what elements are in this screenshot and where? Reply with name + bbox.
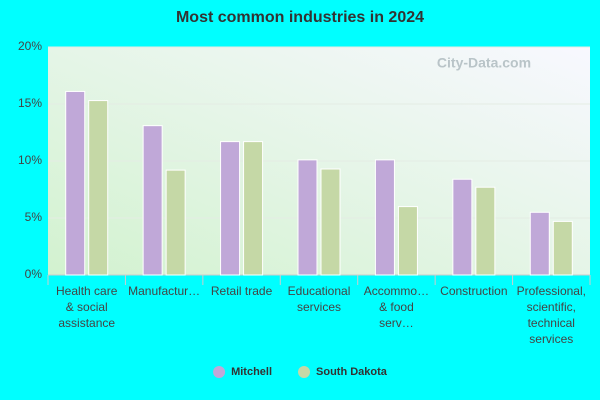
y-tick-label: 20% bbox=[18, 39, 42, 53]
label-line: & social bbox=[66, 300, 108, 314]
x-tick-label: Health care & social assistance bbox=[56, 284, 118, 330]
chart-title: Most common industries in 2024 bbox=[176, 9, 424, 26]
x-tick-label: Manufactur… bbox=[128, 284, 200, 298]
bar bbox=[397, 206, 418, 276]
label-line: Professional, bbox=[517, 284, 586, 298]
bar bbox=[374, 159, 395, 276]
bar bbox=[320, 168, 341, 276]
label-line: Retail trade bbox=[211, 284, 273, 298]
label-line: Accommo… bbox=[364, 284, 429, 298]
label-line: Educational bbox=[288, 284, 351, 298]
bar bbox=[220, 141, 241, 276]
bar bbox=[165, 169, 186, 276]
y-tick-label: 5% bbox=[25, 210, 43, 224]
bar bbox=[475, 186, 496, 276]
legend-swatch bbox=[298, 366, 311, 378]
legend-swatch bbox=[213, 366, 226, 378]
x-tick-label: Retail trade bbox=[211, 284, 273, 298]
label-line: Manufactur… bbox=[128, 284, 200, 298]
y-tick-label: 15% bbox=[18, 96, 42, 110]
label-line: & food bbox=[379, 300, 414, 314]
label-line: scientific, bbox=[527, 300, 576, 314]
label-line: serv… bbox=[379, 316, 414, 330]
x-tick-label: Educational services bbox=[288, 284, 351, 314]
y-tick-label: 10% bbox=[18, 153, 42, 167]
label-line: assistance bbox=[58, 316, 115, 330]
bar bbox=[297, 159, 318, 276]
bar bbox=[552, 220, 573, 276]
bar bbox=[452, 178, 473, 276]
y-tick-label: 0% bbox=[25, 267, 43, 281]
watermark: City-Data.com bbox=[437, 55, 531, 71]
bar bbox=[243, 141, 264, 276]
label-line: technical bbox=[528, 316, 575, 330]
bar bbox=[142, 125, 163, 276]
legend-label: South Dakota bbox=[316, 366, 388, 378]
bar bbox=[65, 90, 86, 276]
label-line: services bbox=[529, 332, 573, 346]
label-line: Construction bbox=[440, 284, 507, 298]
legend: Mitchell South Dakota bbox=[213, 366, 388, 378]
x-tick-label: Professional, scientific, technical service… bbox=[517, 284, 586, 346]
legend-label: Mitchell bbox=[231, 366, 272, 378]
x-tick-label: Accommo… & food serv… bbox=[364, 284, 429, 330]
bar bbox=[529, 211, 550, 276]
label-line: Health care bbox=[56, 284, 118, 298]
label-line: services bbox=[297, 300, 341, 314]
bar bbox=[88, 100, 109, 276]
x-tick-label: Construction bbox=[440, 284, 507, 298]
